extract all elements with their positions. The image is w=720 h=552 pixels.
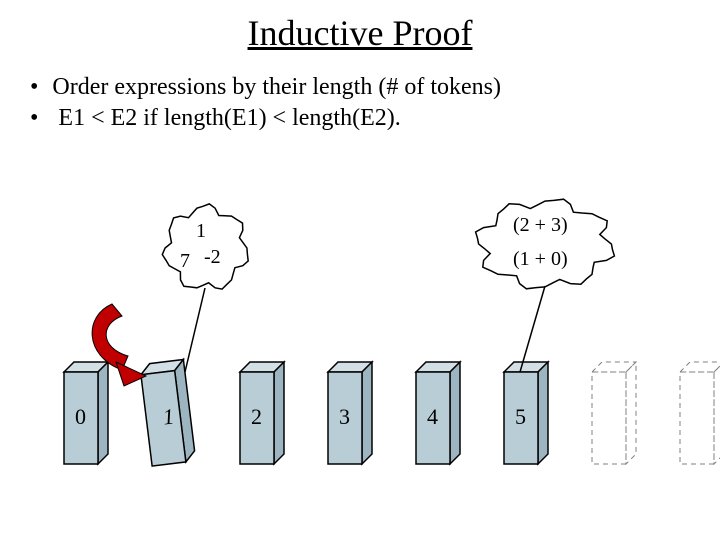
slide-title: Inductive Proof: [0, 12, 720, 54]
slot-box: [504, 362, 548, 464]
slot-box: [240, 362, 284, 464]
bullet-list: Order expressions by their length (# of …: [30, 74, 720, 132]
slot-label: 1: [161, 403, 175, 430]
slot-dashed: [680, 362, 720, 464]
slot-label: 3: [339, 404, 350, 430]
right-bubble-line: (2 + 3): [513, 214, 568, 237]
right-cloud: [476, 199, 615, 289]
curved-arrow: [92, 304, 146, 386]
slot-label: 5: [515, 404, 526, 430]
slot-label: 0: [75, 404, 86, 430]
slot-label: 2: [251, 404, 262, 430]
left-bubble-line: 1: [196, 220, 206, 243]
left-bubble-line: 7: [180, 250, 190, 273]
bullet-item: E1 < E2 if length(E1) < length(E2).: [30, 105, 720, 132]
slot-box: [416, 362, 460, 464]
slot-dashed: [592, 362, 636, 464]
slot-label: 4: [427, 404, 438, 430]
left-bubble-line: -2: [204, 246, 221, 269]
right-bubble-line: (1 + 0): [513, 248, 568, 271]
bullet-item: Order expressions by their length (# of …: [30, 74, 720, 101]
slot-box: [64, 362, 108, 464]
connector-left: [185, 288, 205, 372]
slot-box: [328, 362, 372, 464]
connector-right: [520, 286, 545, 372]
